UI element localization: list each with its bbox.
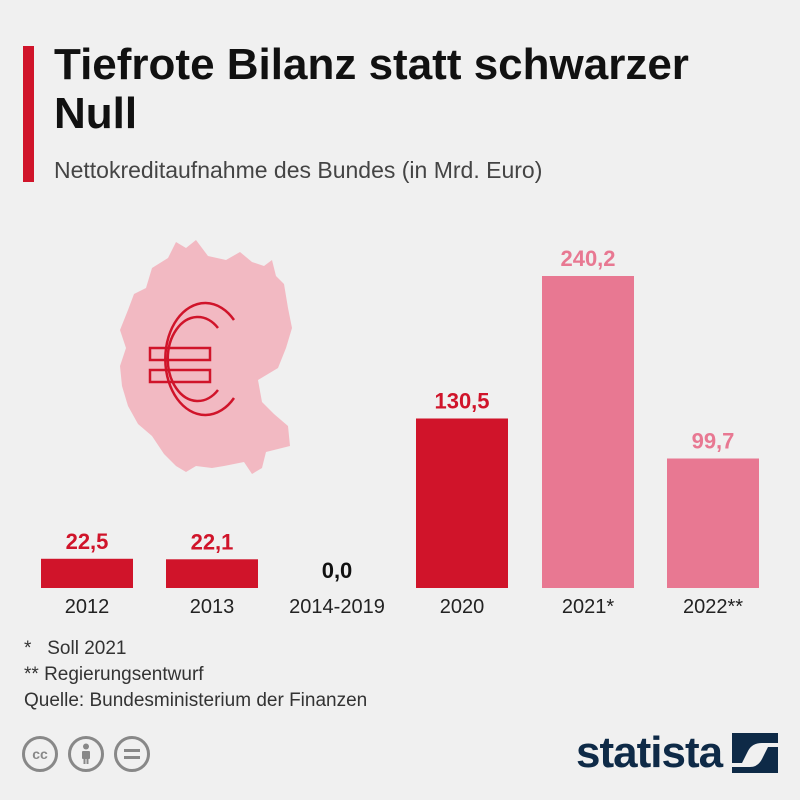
- footnote-soll: * Soll 2021: [24, 638, 127, 659]
- bar-2022**: [667, 458, 759, 588]
- bar-chart: 22,5 2012 22,1 2013 0,0 2014-2019 130,5 2020 240…: [41, 240, 759, 618]
- license-icons: cc: [22, 736, 150, 772]
- bar-2012: [41, 558, 133, 588]
- value-label-2020: 130,5: [434, 388, 489, 413]
- statista-brand[interactable]: statista: [576, 728, 779, 778]
- category-label-2021*: 2021*: [562, 596, 614, 618]
- statista-logo-icon: [732, 733, 779, 773]
- category-label-2014-2019: 2014-2019: [289, 596, 385, 618]
- chart-subtitle: Nettokreditaufnahme des Bundes (in Mrd. …: [54, 157, 543, 183]
- footnotes: * Soll 2021 ** Regierungsentwurf Quelle:…: [24, 636, 367, 714]
- cc-icon[interactable]: cc: [22, 736, 58, 772]
- category-label-2020: 2020: [440, 596, 485, 618]
- value-label-2022**: 99,7: [692, 428, 735, 453]
- value-label-2014-2019: 0,0: [322, 558, 353, 583]
- euro-icon: [148, 301, 236, 417]
- bar-2020: [416, 418, 508, 588]
- cc-label: cc: [32, 746, 48, 762]
- brand-name: statista: [576, 728, 723, 777]
- value-label-2012: 22,5: [66, 529, 109, 554]
- person-icon[interactable]: [68, 736, 104, 772]
- germany-map-icon: [120, 240, 292, 474]
- chart-title: Tiefrote Bilanz statt schwarzer Null: [54, 40, 689, 138]
- category-label-2012: 2012: [65, 596, 110, 618]
- category-label-2022**: 2022**: [683, 596, 743, 618]
- source-note: Quelle: Bundesministerium der Finanzen: [24, 690, 368, 711]
- bar-2021*: [542, 276, 634, 588]
- title-accent-bar: [23, 46, 34, 182]
- value-label-2021*: 240,2: [560, 246, 615, 271]
- equals-icon[interactable]: [114, 736, 150, 772]
- value-label-2013: 22,1: [191, 529, 234, 554]
- bar-2013: [166, 559, 258, 588]
- category-label-2013: 2013: [190, 596, 235, 618]
- footnote-regierungsentwurf: ** Regierungsentwurf: [24, 664, 204, 685]
